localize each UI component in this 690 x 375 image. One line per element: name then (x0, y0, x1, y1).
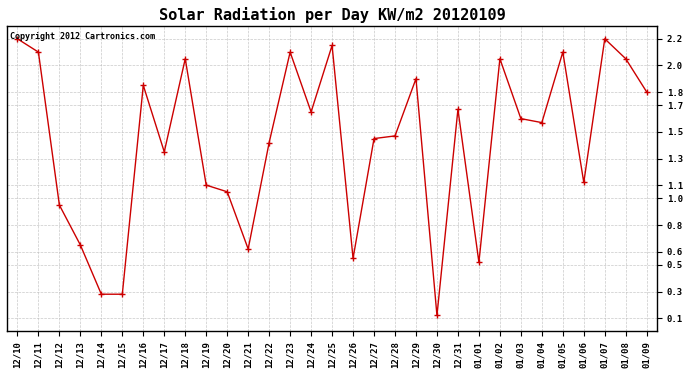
Title: Solar Radiation per Day KW/m2 20120109: Solar Radiation per Day KW/m2 20120109 (159, 7, 506, 23)
Text: Copyright 2012 Cartronics.com: Copyright 2012 Cartronics.com (10, 32, 155, 40)
